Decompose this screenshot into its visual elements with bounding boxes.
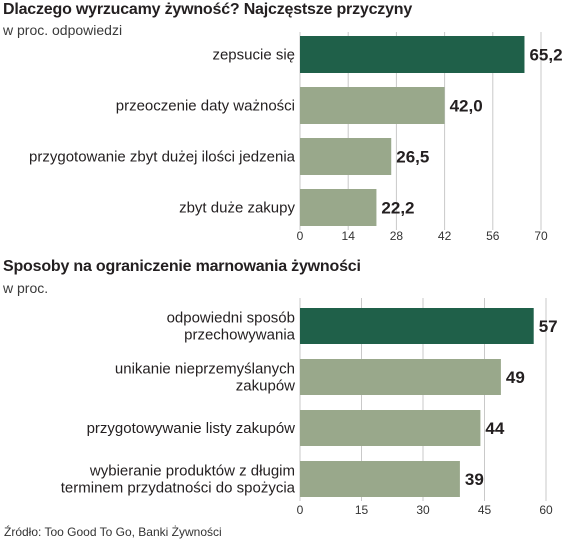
category-label: przygotowanie zbyt dużej ilości jedzenia [29, 149, 296, 166]
x-tick-label: 0 [297, 229, 304, 243]
x-tick-label: 45 [478, 503, 492, 517]
category-label: zakupów [236, 378, 295, 395]
chart-1-title: Dlaczego wyrzucamy żywność? Najczęstsze … [3, 1, 413, 18]
value-label: 65,2 [529, 46, 562, 65]
chart-2-subtitle: w proc. [3, 280, 49, 296]
value-label: 39 [465, 470, 484, 489]
source-note: Źródło: Too Good To Go, Banki Żywności [4, 525, 222, 539]
value-label: 42,0 [450, 97, 483, 116]
value-label: 44 [485, 419, 504, 438]
bar [300, 308, 534, 344]
x-tick-label: 42 [438, 229, 452, 243]
x-tick-label: 14 [342, 229, 356, 243]
value-label: 49 [506, 368, 525, 387]
chart-1-plot: 0 14 28 42 56 70 zepsucie się 65,2 przeoczenie d… [29, 32, 563, 243]
chart-1-subtitle: w proc. odpowiedzi [3, 22, 123, 38]
value-label: 22,2 [381, 199, 414, 218]
category-label: przygotowywanie listy zakupów [87, 420, 296, 437]
category-label: unikanie nieprzemyślanych [115, 361, 295, 378]
value-label: 26,5 [396, 148, 429, 167]
bar [300, 189, 377, 226]
chart-2-plot: 0 15 30 45 60 odpowiedni sposóbprzechowywania… [61, 298, 558, 517]
x-tick-label: 0 [297, 503, 304, 517]
bar [300, 461, 460, 497]
x-tick-label: 15 [355, 503, 369, 517]
bar [300, 87, 445, 124]
chart-2-title: Sposoby na ograniczenie marnowania żywno… [3, 258, 361, 275]
category-label: terminem przydatności do spożycia [61, 480, 296, 497]
category-label: przeoczenie daty ważności [116, 98, 295, 115]
category-label: wybieranie produktów z długim [89, 463, 295, 480]
bar [300, 138, 392, 175]
x-tick-label: 60 [539, 503, 553, 517]
category-label: zepsucie się [212, 47, 295, 64]
category-label: zbyt duże zakupy [179, 200, 295, 217]
bar [300, 410, 481, 446]
value-label: 57 [539, 317, 558, 336]
category-label: przechowywania [184, 327, 296, 344]
bar [300, 36, 525, 73]
category-label: odpowiedni sposób [167, 310, 295, 327]
bar [300, 359, 501, 395]
x-tick-label: 28 [390, 229, 404, 243]
x-tick-label: 70 [534, 229, 548, 243]
x-tick-label: 30 [416, 503, 430, 517]
x-tick-label: 56 [486, 229, 500, 243]
